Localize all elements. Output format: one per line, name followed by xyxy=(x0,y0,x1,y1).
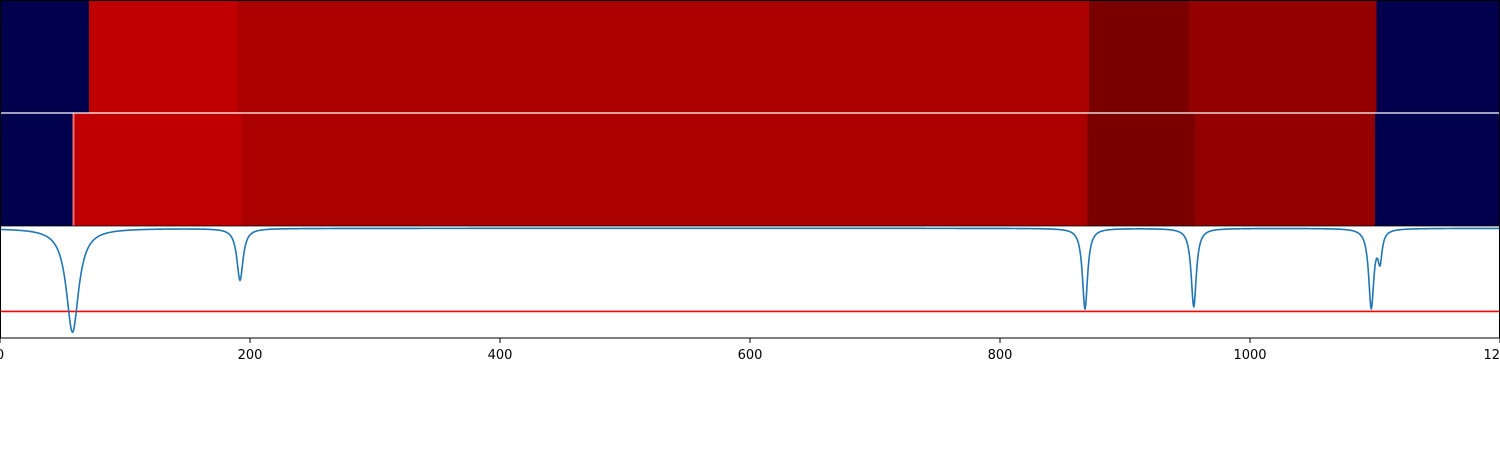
x-tick-label: 400 xyxy=(488,348,513,363)
x-tick-label: 200 xyxy=(238,348,263,363)
x-tick-label: 1200 xyxy=(1483,348,1500,363)
heatmap-cell-1 xyxy=(72,113,75,226)
heatmap-cell-6 xyxy=(1375,113,1500,226)
top-heatmap-strip xyxy=(0,0,1500,113)
heatmap-cell-4 xyxy=(1087,113,1195,226)
x-tick-label: 600 xyxy=(738,348,763,363)
heatmap-cell-5 xyxy=(1376,0,1500,113)
heatmap-cell-2 xyxy=(74,113,242,226)
heatmap-cell-4 xyxy=(1188,0,1377,113)
heatmap-cell-0 xyxy=(0,113,73,226)
x-tick-label: 1000 xyxy=(1233,348,1266,363)
middle-heatmap-strip xyxy=(0,113,1500,226)
heatmap-cell-3 xyxy=(241,113,1088,226)
x-tick-label: 0 xyxy=(0,348,4,363)
heatmap-cell-3 xyxy=(1088,0,1189,113)
heatmap-cell-2 xyxy=(237,0,1089,113)
line-plot-background xyxy=(0,226,1500,338)
heatmap-cell-0 xyxy=(0,0,89,113)
signal-line xyxy=(0,227,1500,334)
heatmap-cell-1 xyxy=(88,0,238,113)
x-axis: 0 200 400 600 800 1000 1200 xyxy=(0,338,1500,363)
heatmap-cell-5 xyxy=(1195,113,1375,226)
x-tick-label: 800 xyxy=(988,348,1013,363)
line-plot-panel xyxy=(0,226,1500,338)
